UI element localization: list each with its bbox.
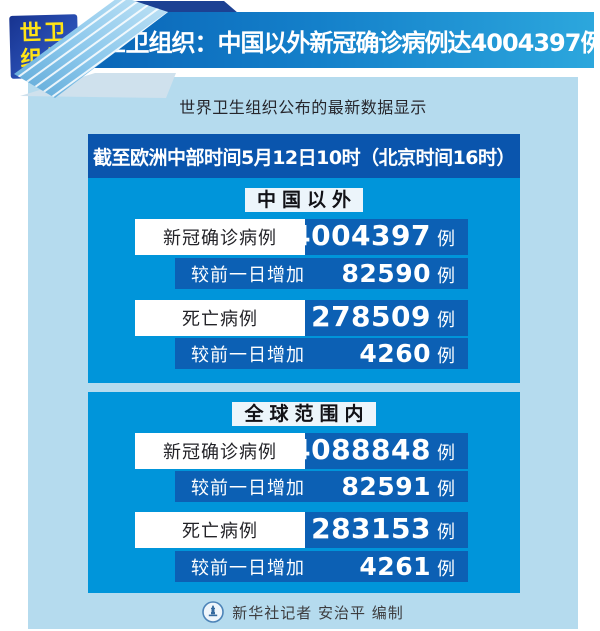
stat-label: 较前一日增加	[191, 264, 305, 286]
stats-panel-outside-china: 中国以外 新冠确诊病例 4004397 例 较前一日增加 82590 例 死亡病…	[88, 178, 520, 383]
stat-value: 82590	[341, 259, 431, 288]
stat-label-box: 新冠确诊病例	[135, 219, 305, 255]
panel-heading: 全球范围内	[232, 402, 376, 426]
stat-value: 4260	[359, 339, 431, 368]
stat-value-box: 4004397 例	[291, 219, 468, 255]
who-badge-line1: 世卫	[19, 19, 68, 47]
stat-value-box: 283153 例	[305, 512, 468, 548]
stats-panel-global: 全球范围内 新冠确诊病例 4088848 例 较前一日增加 82591 例 死亡…	[88, 392, 520, 593]
stat-value: 82591	[341, 472, 431, 501]
stat-unit: 例	[437, 479, 455, 500]
stat-row-daily-increase: 较前一日增加 4261 例	[175, 551, 468, 582]
time-bar: 截至欧洲中部时间5月12日10时（北京时间16时）	[88, 134, 520, 178]
stat-value-box: 82591 例	[342, 472, 468, 501]
time-bar-text: 截至欧洲中部时间5月12日10时（北京时间16时）	[92, 146, 516, 169]
stat-label-box: 新冠确诊病例	[135, 433, 305, 469]
title-bar: 世卫组织：中国以外新冠确诊病例达4004397例	[90, 12, 594, 68]
stat-label: 死亡病例	[182, 521, 258, 542]
stat-row-daily-increase: 较前一日增加 82591 例	[175, 471, 468, 502]
stat-value: 4004397	[291, 219, 431, 252]
footer: 新华社记者 安治平 编制	[28, 599, 578, 625]
stat-label: 新冠确诊病例	[163, 228, 277, 249]
stat-value: 278509	[311, 300, 431, 333]
stat-unit: 例	[437, 229, 455, 250]
footer-credit: 新华社记者 安治平 编制	[232, 603, 404, 622]
stat-row-confirmed: 新冠确诊病例 4004397 例	[135, 219, 468, 255]
who-badge: 世卫 组织	[9, 14, 79, 79]
stat-label: 较前一日增加	[191, 557, 305, 579]
page-title: 世卫组织：中国以外新冠确诊病例达4004397例	[102, 28, 600, 57]
stat-label: 较前一日增加	[191, 477, 305, 499]
panel-heading-wrap: 全球范围内	[88, 402, 520, 426]
stat-label: 死亡病例	[182, 309, 258, 330]
stat-unit: 例	[437, 522, 455, 543]
stat-row-daily-increase: 较前一日增加 82590 例	[175, 258, 468, 289]
stat-unit: 例	[437, 443, 455, 464]
stat-label-box: 死亡病例	[135, 512, 305, 548]
stat-label: 较前一日增加	[191, 344, 305, 366]
subtitle: 世界卫生组织公布的最新数据显示	[179, 98, 427, 117]
stat-unit: 例	[437, 346, 455, 367]
stat-label-box: 死亡病例	[135, 300, 305, 336]
who-badge-label: 世卫 组织	[19, 20, 68, 73]
panel-heading-wrap: 中国以外	[88, 188, 520, 212]
stat-value: 4088848	[291, 433, 431, 466]
stat-value-box: 4261 例	[359, 552, 468, 581]
stat-row-deaths: 死亡病例 283153 例	[135, 512, 468, 548]
stat-unit: 例	[437, 310, 455, 331]
stat-value-box: 4088848 例	[291, 433, 468, 469]
stat-value-box: 82590 例	[342, 259, 468, 288]
stat-value-box: 278509 例	[305, 300, 468, 336]
stat-row-confirmed: 新冠确诊病例 4088848 例	[135, 433, 468, 469]
stat-value-box: 4260 例	[359, 339, 468, 368]
stat-label: 新冠确诊病例	[163, 442, 277, 463]
stat-value: 283153	[311, 512, 431, 545]
stat-unit: 例	[437, 559, 455, 580]
who-badge-line2: 组织	[19, 45, 69, 73]
panel-heading: 中国以外	[244, 188, 363, 212]
stat-row-deaths: 死亡病例 278509 例	[135, 300, 468, 336]
stat-row-daily-increase: 较前一日增加 4260 例	[175, 338, 468, 369]
stat-value: 4261	[359, 552, 431, 581]
stat-unit: 例	[437, 266, 455, 287]
xinhua-logo-icon	[202, 601, 225, 623]
